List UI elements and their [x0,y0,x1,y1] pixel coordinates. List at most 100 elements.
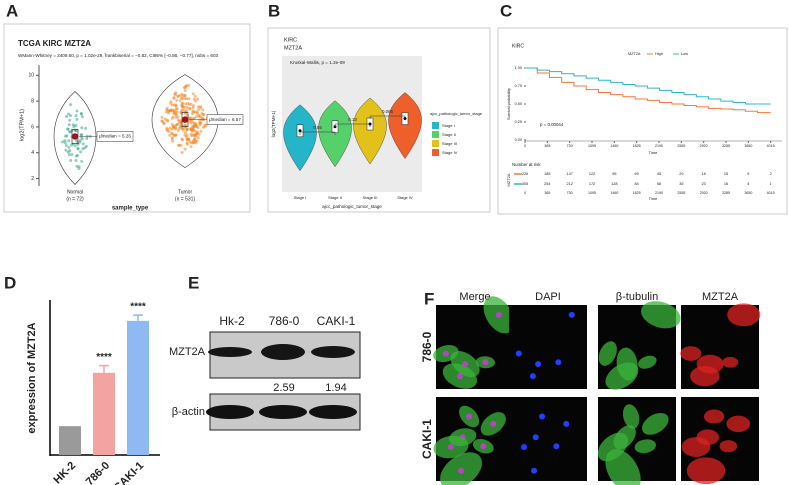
jitter-point [187,83,191,87]
risk-count: 122 [589,172,595,176]
risk-count: 254 [544,182,550,186]
nucleus [480,443,487,450]
risk-count: 58 [657,182,661,186]
jitter-point [176,115,180,119]
cell-body [640,301,681,329]
nucleus [490,420,497,427]
y-axis-label: log2(TPM+1) [271,110,276,137]
jitter-point [66,112,70,116]
legend-swatch [432,122,439,129]
jitter-point [202,113,206,117]
lane-label: 786-0 [269,314,300,328]
x-tick-label: 4015 [767,144,775,148]
jitter-point [79,150,83,154]
x-tick-label: 1825 [633,144,641,148]
panel-letter: F [424,289,434,308]
risk-count: 9 [747,172,749,176]
risk-count: 15 [724,172,728,176]
jitter-point [190,112,194,116]
nucleus [532,434,539,441]
nucleus [555,359,562,366]
jitter-point [169,102,173,106]
legend-label: Stage II [442,132,456,137]
jitter-point [176,94,180,98]
jitter-point [199,129,203,133]
x-tick-label: 365 [544,144,550,148]
y-tick-label: 4 [31,150,34,156]
cohort: KIRC [284,37,297,43]
x-tick-label: 1095 [588,191,596,195]
jitter-point [166,109,170,113]
jitter-point [80,133,84,137]
jitter-point [193,94,197,98]
group-n: (n = 72) [66,196,84,202]
cell-body [680,346,702,361]
nucleus [495,311,502,318]
x-tick-label: 786-0 [84,460,112,485]
jitter-point [171,139,175,143]
x-tick-label: Stage IV [397,195,413,200]
jitter-point [75,153,79,157]
jitter-point [191,104,195,108]
x-tick-label: 0 [524,191,526,195]
risk-count: 128 [611,182,617,186]
jitter-point [74,114,78,118]
jitter-point [192,121,196,125]
micrograph [509,397,587,481]
nucleus [515,350,522,357]
jitter-point [187,97,191,101]
jitter-point [180,96,184,100]
jitter-point [76,141,80,145]
cell-body [642,412,669,435]
jitter-point [184,109,188,113]
risk-count: 226 [522,172,528,176]
cell-body [597,432,629,462]
group-name: Tumor [178,189,193,195]
jitter-point [196,105,200,109]
cell-body [598,341,617,366]
jitter-point [171,125,175,129]
risk-count: 212 [566,182,572,186]
nucleus [539,413,546,420]
jitter-point [183,89,187,93]
jitter-point [203,125,207,129]
risk-count: 4 [747,182,749,186]
jitter-point [191,109,195,113]
median-label: μ̂median = 5.26 [99,134,131,139]
jitter-point [85,137,89,141]
risk-count: 185 [544,172,550,176]
x-tick-label: 1095 [588,144,596,148]
jitter-point [72,125,76,129]
jitter-point [197,114,201,118]
significance: **** [96,352,112,363]
jitter-point [70,143,74,147]
panel-letter: E [188,273,199,292]
jitter-point [180,108,184,112]
y-axis-label: Survival probability [507,88,511,120]
jitter-point [80,115,84,119]
cell-body [727,303,761,327]
risk-count: 16 [724,182,728,186]
x-tick-label: 0 [524,144,526,148]
nucleus [531,467,538,474]
cell-body [634,439,656,454]
jitter-point [63,141,67,145]
jitter-point [162,122,166,126]
cell-body [605,449,641,485]
x-tick-label: 3650 [744,144,752,148]
y-axis-label: expression of MZT2A [26,322,38,433]
legend-title: ajcc_pathologic_tumor_stage [430,111,483,116]
nucleus [563,420,570,427]
jitter-point [166,128,170,132]
micrograph [509,305,587,389]
nucleus [456,373,463,380]
jitter-point [185,138,189,142]
stats: WMann-Whitney = 3409.50, p = 1.02e-29, r… [18,52,219,58]
jitter-point [76,146,80,150]
jitter-point [190,129,194,133]
nucleus [442,350,449,357]
p-value: 0.065 [382,109,394,114]
channel-header: β-tubulin [616,291,658,303]
jitter-point [77,167,81,171]
jitter-point [183,131,187,135]
